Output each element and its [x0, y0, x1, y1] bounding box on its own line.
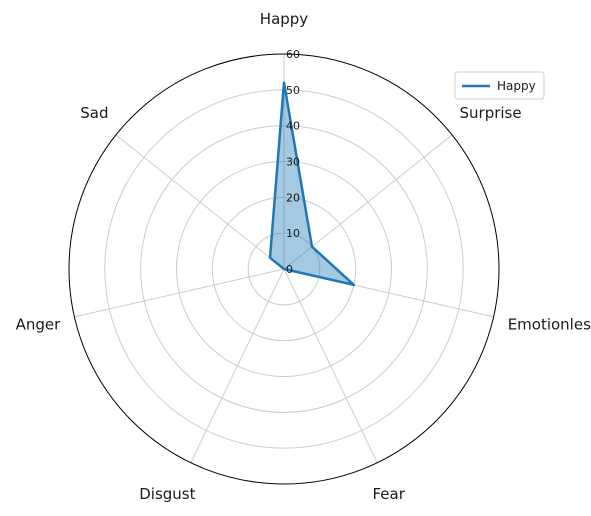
grid-spoke [190, 268, 285, 463]
category-label: Surprise [460, 104, 522, 122]
category-label: Anger [16, 316, 62, 334]
radial-tick-label: 60 [286, 48, 300, 61]
grid-spoke [283, 268, 378, 463]
series-line [268, 81, 356, 287]
series-area [270, 82, 354, 285]
radial-tick-label: 50 [286, 84, 300, 97]
radial-tick-label: 0 [286, 263, 293, 276]
grid-spoke [74, 268, 285, 318]
radar-series [268, 81, 356, 287]
legend-label: Happy [497, 79, 536, 93]
category-label: Happy [260, 10, 309, 28]
category-label: Sad [80, 104, 108, 122]
radial-tick-label: 20 [286, 191, 300, 204]
radial-tick-label: 40 [286, 120, 300, 133]
category-label: Fear [373, 485, 406, 503]
category-label: Disgust [139, 485, 195, 503]
radar-labels: 0 10 20 30 40 50 60 Happy Surprise Emotionless Fea… [16, 10, 591, 503]
polar-frame [68, 53, 500, 485]
grid-spoke [115, 134, 285, 270]
category-label: Emotionless [508, 316, 591, 334]
radar-grid [68, 53, 500, 485]
radial-tick-label: 10 [286, 227, 300, 240]
radial-tick-label: 30 [286, 156, 300, 169]
legend-box [454, 71, 545, 100]
legend: Happy [454, 71, 545, 100]
